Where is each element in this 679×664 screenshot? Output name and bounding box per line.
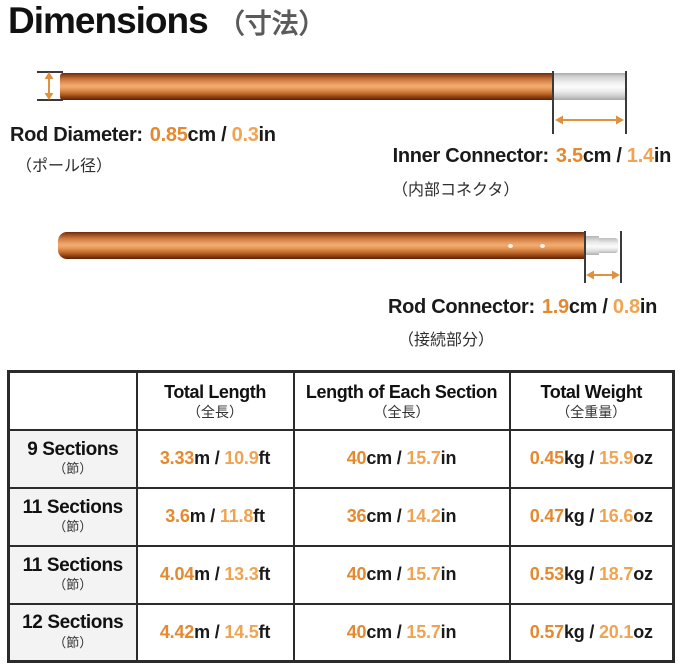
table-row: 9 Sections （節） 3.33m / 10.9ft 40cm / 15.… — [7, 428, 675, 489]
inner-connector-measurement: Inner Connector: 3.5cm / 1.4in — [392, 145, 672, 168]
separator: / — [597, 296, 613, 318]
rod-connector-in-value: 0.8 — [612, 296, 640, 318]
rod-connector-collar — [586, 236, 599, 255]
table-header-empty — [7, 370, 138, 431]
horizontal-double-arrow-icon — [555, 115, 624, 125]
dimensions-table: Total Length （全長） Length of Each Section… — [7, 370, 675, 663]
connector-measure-line-right — [625, 71, 627, 134]
rod-illustration-top — [60, 73, 553, 100]
cell-section-length: 40cm / 15.7in — [292, 544, 511, 605]
row-header-12-sections: 12 Sections （節） — [7, 602, 138, 663]
vertical-double-arrow-icon — [44, 72, 54, 100]
table-header-total-weight: Total Weight （全重量） — [508, 370, 675, 431]
cell-total-weight: 0.53kg / 18.7oz — [508, 544, 675, 605]
cell-section-length: 40cm / 15.7in — [292, 428, 511, 489]
cell-total-weight: 0.45kg / 15.9oz — [508, 428, 675, 489]
diameter-tick-top — [37, 71, 63, 73]
cell-total-weight: 0.47kg / 16.6oz — [508, 486, 675, 547]
connector-measure-line-left — [552, 71, 554, 134]
rod-connector-measure-line-left — [584, 231, 586, 283]
rod-connector-measurement: Rod Connector: 1.9cm / 0.8in — [388, 296, 657, 319]
rod-button-dot — [508, 244, 513, 248]
rod-diameter-cm-value: 0.85 — [149, 124, 188, 146]
horizontal-double-arrow-icon — [586, 270, 620, 280]
rod-connector-cm-value: 1.9 — [541, 296, 569, 318]
rod-connector-measure-line-right — [620, 231, 622, 283]
table-row: 11 Sections （節） 3.6m / 11.8ft 36cm / 14.… — [7, 486, 675, 547]
rod-diameter-in-value: 0.3 — [231, 124, 259, 146]
title-japanese: （寸法） — [217, 9, 326, 39]
inner-connector-japanese: （内部コネクタ） — [392, 182, 520, 199]
page-title: Dimensions （寸法） — [8, 0, 326, 42]
row-header-11-sections: 11 Sections （節） — [7, 486, 138, 547]
separator: / — [611, 145, 627, 167]
rod-diameter-cm-unit: cm — [187, 124, 217, 146]
table-header-section-length: Length of Each Section （全長） — [292, 370, 511, 431]
rod-connector-in-unit: in — [639, 296, 657, 318]
row-header-11-sections: 11 Sections （節） — [7, 544, 138, 605]
table-row: 12 Sections （節） 4.42m / 14.5ft 40cm / 15… — [7, 602, 675, 663]
title-english: Dimensions — [8, 0, 209, 41]
separator: / — [215, 124, 232, 146]
diameter-tick-bottom — [37, 99, 63, 101]
rod-diameter-measurement: Rod Diameter: 0.85cm / 0.3in — [10, 124, 276, 147]
cell-total-length: 3.6m / 11.8ft — [135, 486, 295, 547]
inner-connector-cm-value: 3.5 — [555, 145, 583, 167]
rod-connector-japanese: （接続部分） — [398, 332, 495, 349]
rod-connector-label: Rod Connector: — [388, 296, 535, 318]
inner-connector-label: Inner Connector: — [392, 145, 550, 167]
inner-connector-in-value: 1.4 — [626, 145, 654, 167]
rod-connector-cm-unit: cm — [568, 296, 598, 318]
rod-illustration-bottom — [58, 232, 585, 259]
table-header-total-length: Total Length （全長） — [135, 370, 295, 431]
rod-diameter-in-unit: in — [258, 124, 276, 146]
rod-connector-tip — [599, 238, 618, 253]
rod-diameter-label: Rod Diameter: — [10, 124, 143, 146]
cell-total-length: 4.42m / 14.5ft — [135, 602, 295, 663]
cell-total-weight: 0.57kg / 20.1oz — [508, 602, 675, 663]
inner-connector-cm-unit: cm — [582, 145, 612, 167]
inner-connector-in-unit: in — [653, 145, 671, 167]
rod-diameter-japanese: （ポール径） — [16, 158, 113, 175]
row-header-9-sections: 9 Sections （節） — [7, 428, 138, 489]
inner-connector-illustration — [553, 73, 625, 100]
cell-section-length: 36cm / 14.2in — [292, 486, 511, 547]
cell-section-length: 40cm / 15.7in — [292, 602, 511, 663]
rod-button-dot — [540, 244, 545, 248]
cell-total-length: 3.33m / 10.9ft — [135, 428, 295, 489]
table-row: 11 Sections （節） 4.04m / 13.3ft 40cm / 15… — [7, 544, 675, 605]
cell-total-length: 4.04m / 13.3ft — [135, 544, 295, 605]
table-header-row: Total Length （全長） Length of Each Section… — [7, 370, 675, 431]
